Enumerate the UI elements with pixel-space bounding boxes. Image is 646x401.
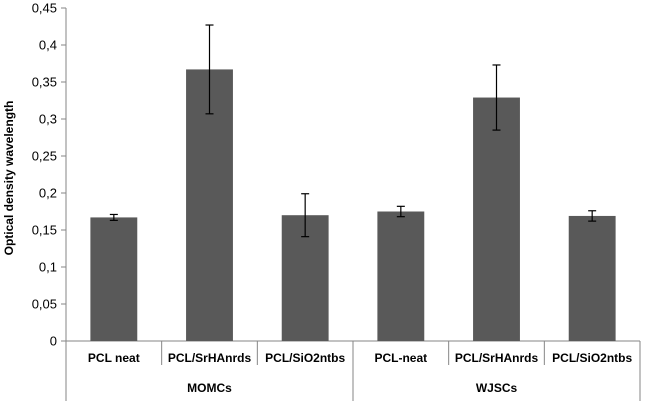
y-tick-label: 0,05 bbox=[32, 297, 57, 312]
y-tick-label: 0,3 bbox=[39, 112, 57, 127]
y-tick-label: 0,2 bbox=[39, 186, 57, 201]
labels: 0 0,05 0,1 0,15 0,2 0,25 0,3 0,35 0,4 0,45 PCL nea… bbox=[32, 1, 633, 396]
y-tick-label: 0,45 bbox=[32, 1, 57, 16]
y-axis-label: Optical density wavelength bbox=[2, 101, 16, 256]
error-bars bbox=[109, 24, 597, 238]
bar bbox=[186, 69, 233, 342]
x-tick-label: PCL/SrHAnrds bbox=[455, 351, 539, 365]
group-label: WJSCs bbox=[476, 381, 518, 395]
y-tick-label: 0,25 bbox=[32, 149, 57, 164]
bars bbox=[90, 69, 616, 342]
bar bbox=[377, 211, 425, 341]
x-tick-label: PCL/SiO2ntbs bbox=[265, 351, 345, 365]
x-tick-label: PCL-neat bbox=[374, 351, 427, 365]
y-tick-label: 0,15 bbox=[32, 223, 57, 238]
x-tick-label: PCL neat bbox=[88, 351, 140, 365]
y-tick-label: 0 bbox=[50, 334, 57, 349]
y-tick-label: 0,4 bbox=[39, 38, 57, 53]
bar bbox=[568, 215, 616, 341]
x-tick-label: PCL/SrHAnrds bbox=[168, 351, 252, 365]
bar bbox=[90, 217, 138, 341]
axes bbox=[61, 7, 641, 401]
bar bbox=[473, 97, 520, 341]
y-tick-label: 0,1 bbox=[39, 260, 57, 275]
y-tick-label: 0,35 bbox=[32, 75, 57, 90]
x-tick-label: PCL/SiO2ntbs bbox=[552, 351, 632, 365]
group-label: MOMCs bbox=[187, 381, 232, 395]
